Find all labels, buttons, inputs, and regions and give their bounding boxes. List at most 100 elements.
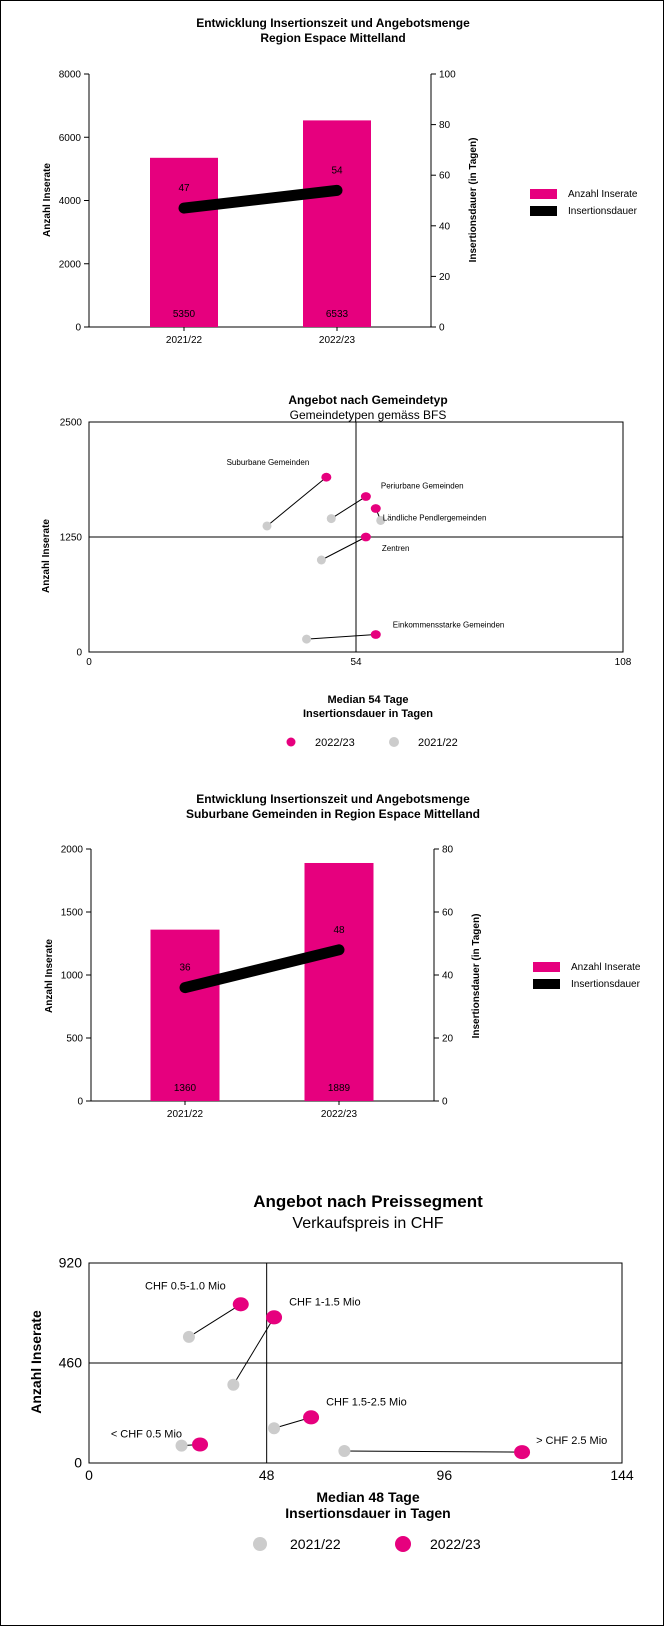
line-value-label: 47 (178, 183, 190, 194)
y-tick-label: 1500 (61, 908, 84, 919)
point-2021 (316, 555, 326, 565)
y-tick-label: 1000 (61, 971, 84, 982)
point-2021 (376, 515, 386, 525)
x-tick-label: 2021/22 (167, 1109, 204, 1120)
y-tick-label: 0 (75, 323, 81, 334)
chart-2-legend: 2022/23 2021/22 (286, 737, 458, 749)
x-tick-label: 48 (259, 1467, 275, 1483)
chart-1-bar-line: Entwicklung Insertionszeit und Angebotsm… (42, 16, 638, 346)
line-value-label: 48 (333, 925, 345, 936)
y2-tick-label: 100 (439, 70, 456, 81)
legend-dot-2021 (253, 1537, 267, 1551)
y-tick-label: 2000 (59, 259, 82, 270)
y2-tick-label: 60 (439, 171, 451, 182)
chart-1-title: Entwicklung Insertionszeit und Angebotsm… (196, 16, 470, 30)
bar (150, 157, 218, 327)
point-label: < CHF 0.5 Mio (111, 1429, 182, 1441)
point-2022 (514, 1445, 531, 1460)
connector-line (188, 1303, 242, 1338)
y-tick-label: 8000 (59, 70, 82, 81)
bar (150, 929, 220, 1101)
chart-3-title: Entwicklung Insertionszeit und Angebotsm… (196, 792, 470, 806)
y2-tick-label: 0 (442, 1097, 448, 1108)
point-2022 (303, 1410, 320, 1425)
point-label: CHF 0.5-1.0 Mio (145, 1280, 226, 1292)
point-2021 (338, 1445, 351, 1458)
legend-dot-2022 (286, 737, 296, 747)
chart-1-subtitle: Region Espace Mittelland (260, 31, 405, 45)
line-series-insertionsdauer (179, 944, 345, 994)
legend-label-line: Insertionsdauer (571, 979, 641, 990)
y-tick-label: 1250 (60, 532, 83, 543)
bar-value-label: 1360 (174, 1083, 197, 1094)
point-2021 (182, 1330, 195, 1343)
y2-tick-label: 40 (439, 221, 451, 232)
y2-tick-label: 80 (439, 120, 451, 131)
connector-line (321, 536, 367, 561)
point-2022 (370, 504, 381, 513)
legend-label-2022: 2022/23 (430, 1536, 481, 1552)
x-tick-label: 0 (86, 657, 92, 668)
x-tick-label: 108 (615, 657, 632, 668)
bar (304, 862, 374, 1101)
connector-line (331, 496, 367, 520)
point-2021 (262, 521, 272, 531)
legend-label-line: Insertionsdauer (568, 206, 638, 217)
y2-tick-label: 60 (442, 908, 454, 919)
line-value-label: 54 (331, 165, 343, 176)
y-tick-label: 500 (66, 1034, 83, 1045)
point-label: Einkommensstarke Gemeinden (393, 621, 505, 630)
x-tick-label: 96 (437, 1467, 453, 1483)
point-2022 (266, 1310, 283, 1325)
chart-3-legend: Anzahl Inserate Insertionsdauer (533, 962, 641, 990)
point-2022 (192, 1437, 209, 1452)
point-2022 (360, 492, 371, 501)
y2-tick-label: 20 (439, 272, 451, 283)
y-tick-label: 920 (59, 1255, 83, 1271)
y-tick-label: 4000 (59, 196, 82, 207)
chart-3-y2label: Insertionsdauer (in Tagen) (471, 914, 482, 1039)
chart-1-ylabel: Anzahl Inserate (42, 163, 53, 237)
connector-line (266, 476, 327, 527)
point-2021 (302, 634, 312, 644)
point-2022 (232, 1297, 249, 1312)
x-tick-label: 54 (350, 657, 362, 668)
connector-line (306, 634, 376, 640)
chart-4-subtitle: Verkaufspreis in CHF (292, 1215, 443, 1232)
chart-1-legend: Anzahl Inserate Insertionsdauer (530, 189, 638, 217)
chart-3-bar-line: Entwicklung Insertionszeit und Angebotsm… (44, 792, 641, 1120)
point-2022 (321, 472, 332, 482)
y2-tick-label: 0 (439, 323, 445, 334)
point-label: Suburbane Gemeinden (227, 458, 310, 467)
line-value-label: 36 (179, 963, 191, 974)
point-2021 (175, 1439, 188, 1452)
point-label: > CHF 2.5 Mio (536, 1435, 607, 1447)
connector-line (344, 1450, 523, 1453)
point-label: CHF 1-1.5 Mio (289, 1296, 361, 1308)
chart-2-scatter: Angebot nach Gemeindetyp Gemeindetypen g… (41, 393, 632, 749)
x-tick-label: 0 (85, 1467, 93, 1483)
legend-dot-2021 (389, 737, 399, 747)
chart-1-y2label: Insertionsdauer (in Tagen) (468, 138, 479, 263)
point-label: Periurbane Gemeinden (381, 482, 464, 491)
point-2021 (326, 514, 336, 524)
legend-dot-2022 (395, 1536, 411, 1552)
y-tick-label: 0 (74, 1455, 82, 1471)
y-tick-label: 0 (77, 1097, 83, 1108)
point-label: Zentren (382, 544, 410, 553)
legend-label-bars: Anzahl Inserate (568, 189, 638, 200)
chart-4-median-label: Median 48 Tage (316, 1489, 419, 1505)
chart-4-legend: 2021/22 2022/23 (253, 1536, 481, 1552)
chart-4-xlabel: Insertionsdauer in Tagen (285, 1505, 450, 1521)
chart-4-ylabel: Anzahl Inserate (28, 1310, 44, 1414)
chart-4-title: Angebot nach Preissegment (253, 1192, 483, 1211)
chart-2-median-label: Median 54 Tage (327, 694, 408, 706)
legend-swatch-bars (530, 189, 557, 199)
y-tick-label: 0 (76, 647, 82, 658)
x-tick-label: 2021/22 (166, 335, 203, 346)
legend-label-2021: 2021/22 (290, 1536, 341, 1552)
bar-value-label: 5350 (173, 309, 196, 320)
chart-2-subtitle: Gemeindetypen gemäss BFS (290, 408, 447, 422)
legend-swatch-line (533, 979, 560, 989)
